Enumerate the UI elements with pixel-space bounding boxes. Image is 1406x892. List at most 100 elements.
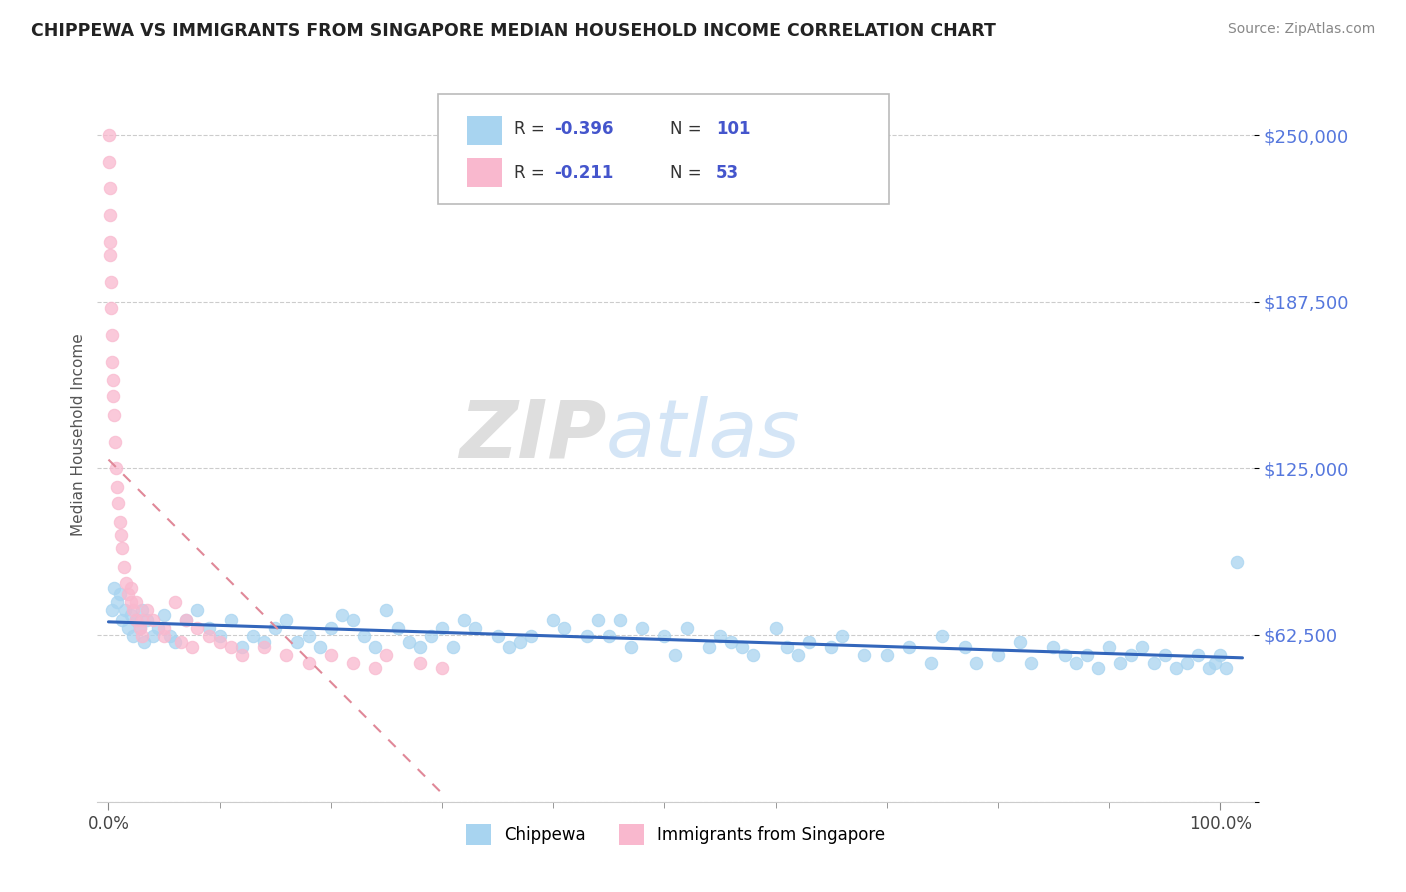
Point <box>430 661 453 675</box>
Point <box>219 613 242 627</box>
Point <box>108 587 131 601</box>
Point <box>117 621 139 635</box>
Point <box>128 621 150 635</box>
Point <box>197 621 219 635</box>
Point <box>1042 640 1064 654</box>
Point <box>120 607 142 622</box>
Point <box>1215 661 1237 675</box>
Point <box>853 648 876 662</box>
Point <box>987 648 1010 662</box>
Point <box>242 629 264 643</box>
Point <box>375 602 398 616</box>
Point <box>330 607 353 622</box>
Point <box>264 621 287 635</box>
Point <box>1198 661 1220 675</box>
Point <box>103 408 125 422</box>
Point <box>509 634 531 648</box>
Point <box>165 634 187 648</box>
Point <box>231 648 253 662</box>
Point <box>110 528 132 542</box>
Point <box>1010 634 1032 648</box>
Point <box>1121 648 1143 662</box>
Point <box>1076 648 1098 662</box>
Point <box>430 621 453 635</box>
Point <box>142 613 165 627</box>
Point <box>409 640 432 654</box>
Text: R =: R = <box>513 163 550 182</box>
Point <box>186 621 208 635</box>
Point <box>112 560 135 574</box>
Point <box>520 629 543 643</box>
Point <box>276 613 298 627</box>
Point <box>609 613 631 627</box>
Point <box>409 656 432 670</box>
Point <box>131 602 153 616</box>
Point <box>153 607 176 622</box>
Point <box>541 613 564 627</box>
Point <box>1209 648 1232 662</box>
Bar <box>467 116 502 145</box>
Point <box>620 640 643 654</box>
Point <box>100 301 122 316</box>
Point <box>120 594 142 608</box>
Point <box>114 602 136 616</box>
Point <box>253 640 276 654</box>
Point <box>131 613 153 627</box>
Point <box>931 629 953 643</box>
Point <box>1109 656 1132 670</box>
Point <box>111 613 134 627</box>
Point <box>1087 661 1109 675</box>
Point <box>1142 656 1164 670</box>
Point <box>654 629 676 643</box>
Point <box>117 587 139 601</box>
Point <box>111 541 134 556</box>
Point <box>1204 656 1226 670</box>
Text: N =: N = <box>669 163 707 182</box>
Point <box>765 621 787 635</box>
Point <box>1175 656 1198 670</box>
Point <box>153 621 176 635</box>
Point <box>364 661 387 675</box>
Point <box>174 613 197 627</box>
Point <box>586 613 609 627</box>
Point <box>197 629 219 643</box>
Point <box>136 602 159 616</box>
Point <box>742 648 765 662</box>
Point <box>486 629 509 643</box>
Point <box>125 613 148 627</box>
Point <box>115 576 138 591</box>
Text: ZIP: ZIP <box>458 396 606 474</box>
Point <box>419 629 441 643</box>
Legend: Chippewa, Immigrants from Singapore: Chippewa, Immigrants from Singapore <box>465 824 886 845</box>
Point <box>101 328 124 343</box>
Point <box>1098 640 1121 654</box>
Point <box>664 648 686 662</box>
Point <box>208 629 231 643</box>
Point <box>122 602 145 616</box>
Text: CHIPPEWA VS IMMIGRANTS FROM SINGAPORE MEDIAN HOUSEHOLD INCOME CORRELATION CHART: CHIPPEWA VS IMMIGRANTS FROM SINGAPORE ME… <box>31 22 995 40</box>
Text: N =: N = <box>669 120 707 138</box>
Point <box>186 602 208 616</box>
Point <box>1132 640 1154 654</box>
Text: R =: R = <box>513 120 550 138</box>
Point <box>342 656 364 670</box>
Point <box>353 629 375 643</box>
Point <box>697 640 720 654</box>
Point <box>107 496 129 510</box>
Point <box>101 602 124 616</box>
Point <box>105 594 128 608</box>
Point <box>101 355 124 369</box>
Point <box>920 656 942 670</box>
Point <box>105 480 128 494</box>
Point <box>720 634 742 648</box>
Point <box>498 640 520 654</box>
Point <box>1053 648 1076 662</box>
Point <box>876 648 898 662</box>
Point <box>464 621 486 635</box>
Point <box>1019 656 1042 670</box>
Point <box>297 656 319 670</box>
Point <box>128 621 150 635</box>
Point <box>675 621 697 635</box>
Point <box>100 248 122 262</box>
Point <box>387 621 409 635</box>
